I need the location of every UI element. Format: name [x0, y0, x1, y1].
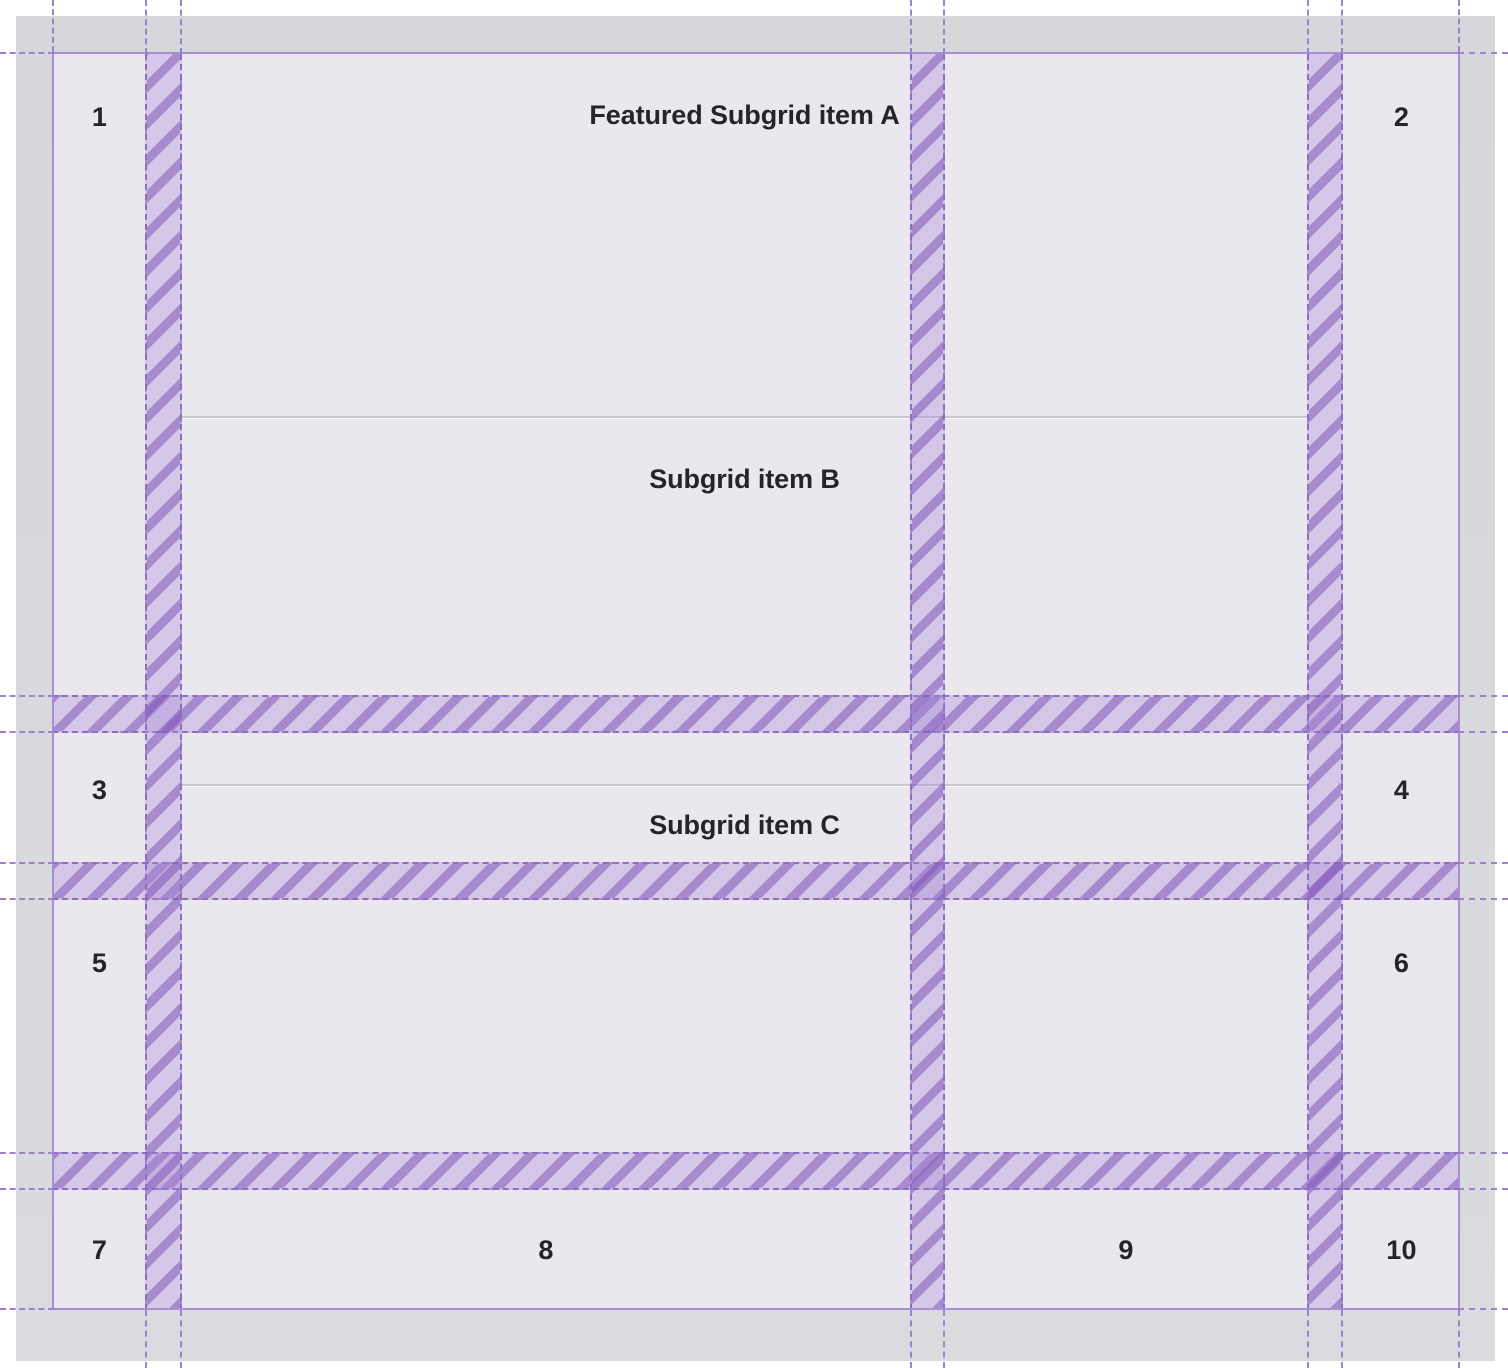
grid-cell-1[interactable]: 1 [54, 54, 145, 695]
guide-line-col-2 [145, 0, 147, 54]
guide-line-col-1 [52, 0, 54, 52]
column-gap-band-3 [1307, 54, 1343, 1310]
guide-line-row-4-left [0, 862, 54, 864]
guide-line-row-5-right [1458, 898, 1508, 900]
grid-cell-3-label: 3 [91, 775, 108, 805]
grid-line-row-start [52, 52, 1462, 54]
grid-cell-9[interactable]: 9 [945, 1190, 1307, 1310]
row-gap-band-3 [52, 1152, 1460, 1190]
grid-line-col-end [1458, 52, 1460, 1310]
subgrid-hairline-bc [182, 784, 1307, 786]
grid-cell-10-label: 10 [1386, 1234, 1417, 1265]
grid-line-col-start [52, 52, 54, 1310]
guide-line-row-1-right [1458, 52, 1508, 54]
guide-line-row-7-right [1458, 1188, 1508, 1190]
grid-cell-9-label: 9 [1118, 1234, 1134, 1265]
grid-cell-5-label: 5 [91, 948, 108, 978]
subgrid-item-a[interactable]: Featured Subgrid item A [182, 54, 1307, 416]
guide-line-col-2-bottom [180, 1310, 182, 1368]
guide-line-col-5-bottom [1307, 1310, 1309, 1368]
guide-line-row-2-left [0, 695, 54, 697]
guide-line-row-1-left [0, 52, 54, 54]
guide-line-row-6-left [0, 1152, 54, 1154]
guide-line-col-6-bottom [1341, 1310, 1343, 1368]
guide-line-col-7 [1341, 0, 1343, 54]
column-gap-band-1 [145, 54, 182, 1310]
grid-cell-5[interactable]: 5 [54, 900, 145, 1152]
row-gap-band-2 [52, 862, 1460, 900]
subgrid-item-b[interactable]: Subgrid item B [182, 418, 1307, 695]
guide-line-col-7-bottom [1458, 1310, 1460, 1368]
row-gap-band-1 [52, 695, 1460, 733]
guide-line-col-4 [910, 0, 912, 54]
grid-cell-6-label: 6 [1393, 948, 1410, 978]
subgrid-region-ab[interactable] [182, 54, 1307, 695]
column-gap-band-2 [910, 54, 945, 1310]
grid-cell-8-label: 8 [538, 1234, 554, 1265]
grid-cell-2-label: 2 [1393, 102, 1410, 132]
grid-cell-7[interactable]: 7 [54, 1190, 145, 1310]
guide-line-row-8-right [1458, 1308, 1508, 1310]
subgrid-item-c[interactable]: Subgrid item C [182, 786, 1307, 900]
grid-cell-4-label: 4 [1393, 775, 1410, 805]
grid-cell-4[interactable]: 4 [1343, 733, 1460, 862]
grid-cell-3[interactable]: 3 [54, 733, 145, 862]
guide-line-row-3-left [0, 731, 54, 733]
guide-line-col-1-bottom [145, 1310, 147, 1368]
guide-line-row-2-right [1458, 695, 1508, 697]
grid-line-row-end [52, 1308, 1462, 1310]
grid-cell-7-label: 7 [91, 1234, 108, 1265]
guide-line-col-4-bottom [943, 1310, 945, 1368]
subgrid-region-bottom[interactable] [182, 900, 1307, 1152]
guide-line-row-3-right [1458, 731, 1508, 733]
guide-line-row-7-left [0, 1188, 54, 1190]
grid-cell-6[interactable]: 6 [1343, 900, 1460, 1152]
guide-line-row-6-right [1458, 1152, 1508, 1154]
subgrid-item-a-label: Featured Subgrid item A [589, 100, 900, 130]
subgrid-hairline-ab [182, 416, 1307, 418]
grid-cell-2[interactable]: 2 [1343, 54, 1460, 695]
grid-cell-10[interactable]: 10 [1343, 1190, 1460, 1310]
grid-cell-1-label: 1 [91, 102, 108, 132]
subgrid-item-c-label: Subgrid item C [649, 810, 840, 840]
guide-line-row-4-right [1458, 862, 1508, 864]
guide-line-col-3-bottom [910, 1310, 912, 1368]
subgrid-item-b-label: Subgrid item B [649, 464, 840, 494]
guide-line-col-8 [1458, 0, 1460, 52]
guide-line-row-8-left [0, 1308, 54, 1310]
guide-line-col-5 [943, 0, 945, 54]
guide-line-col-6 [1307, 0, 1309, 54]
guide-line-row-5-left [0, 898, 54, 900]
grid-cell-8[interactable]: 8 [182, 1190, 910, 1310]
guide-line-col-3 [180, 0, 182, 54]
